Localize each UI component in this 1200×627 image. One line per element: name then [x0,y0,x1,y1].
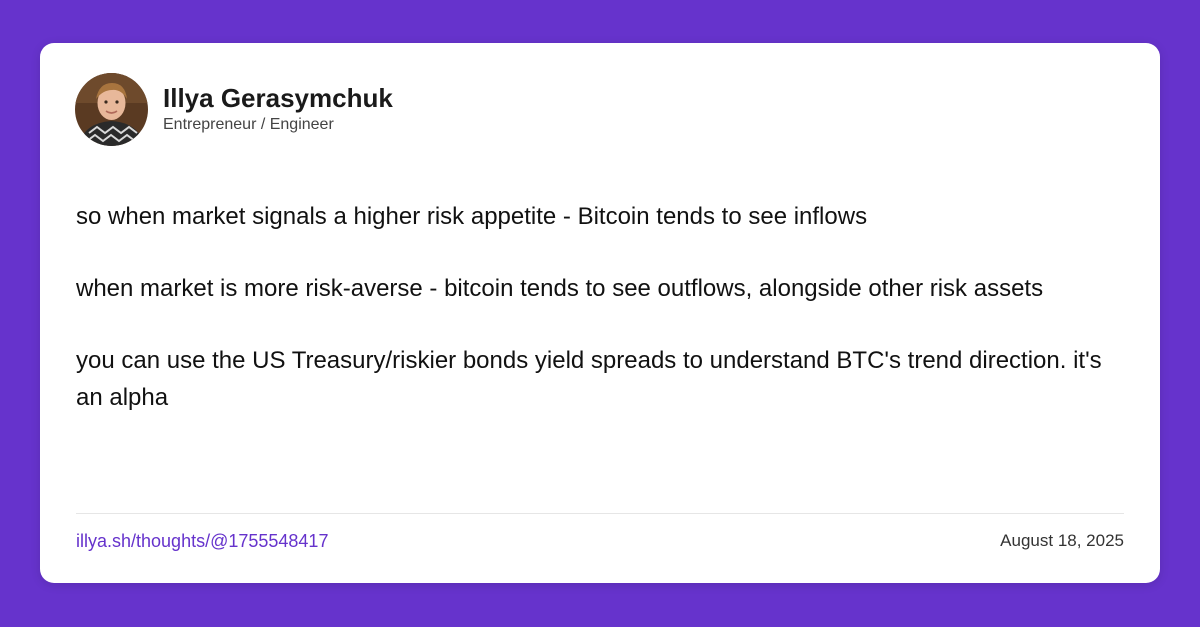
post-date: August 18, 2025 [1000,531,1124,550]
avatar [75,73,148,146]
author-title: Entrepreneur / Engineer [163,116,334,133]
post-paragraph-3: you can use the US Treasury/riskier bond… [76,347,1102,411]
post-header: Illya Gerasymchuk Entrepreneur / Enginee… [75,73,393,146]
author-info: Illya Gerasymchuk Entrepreneur / Enginee… [163,83,393,136]
post-paragraph-2: when market is more risk-averse - bitcoi… [76,275,1044,302]
avatar-image [75,73,148,146]
post-card: Illya Gerasymchuk Entrepreneur / Enginee… [40,43,1160,583]
footer-divider [76,513,1124,514]
post-body: so when market signals a higher risk app… [76,198,1126,451]
author-name: Illya Gerasymchuk [163,83,393,113]
post-paragraph-1: so when market signals a higher risk app… [76,203,868,230]
post-permalink[interactable]: illya.sh/thoughts/@1755548417 [76,531,329,551]
